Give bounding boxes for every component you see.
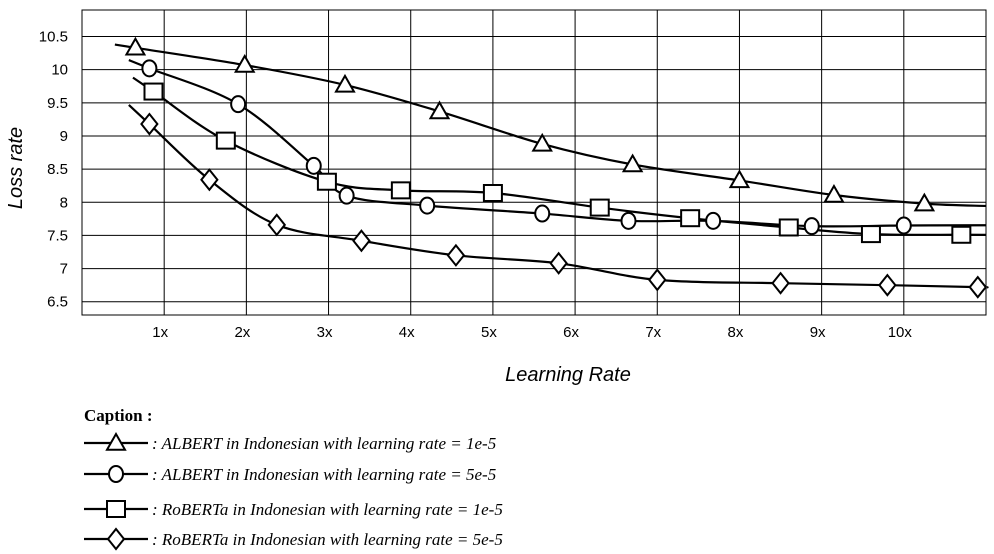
series-markers [124,36,988,299]
square-marker [143,82,164,101]
y-tick-label: 9 [60,128,68,145]
y-tick-label: 7.5 [47,227,68,244]
x-axis-label: Learning Rate [505,364,631,386]
diamond-marker [771,271,790,295]
legend: Caption : : ALBERT in Indonesian with le… [84,406,503,551]
square-marker [589,198,610,217]
square-marker [316,172,337,191]
diamond-marker [968,275,988,299]
x-tick-label: 10x [888,324,913,341]
square-marker [215,131,236,150]
diamond-marker [549,251,568,275]
circle-marker [305,156,322,175]
circle-marker [141,59,158,78]
legend-triangle-icon [105,431,127,451]
legend-diamond-icon [106,527,126,551]
diamond-marker [352,229,371,253]
circle-marker [803,217,820,236]
triangle-marker [531,132,553,152]
x-tick-label: 1x [152,324,168,341]
legend-label: : RoBERTa in Indonesian with learning ra… [152,500,503,519]
diamond-marker [647,268,667,292]
x-tick-label: 3x [317,324,333,341]
diamond-marker [446,243,466,267]
triangle-marker [728,169,751,189]
diamond-marker [878,273,897,297]
circle-marker [895,216,912,235]
circle-marker [230,95,247,114]
square-marker [390,181,411,200]
legend-circle-icon [108,465,124,483]
y-tick-label: 6.5 [47,294,68,311]
diamond-marker [200,168,219,192]
plot-frame [81,9,987,316]
grid [81,9,987,316]
triangle-marker [913,192,936,212]
triangle-marker [823,183,845,203]
square-marker [482,184,503,202]
x-tick-label: 2x [234,324,250,341]
legend-square-icon [106,500,126,518]
triangle-marker [233,54,256,73]
x-tick-label: 6x [563,324,579,341]
square-marker [680,209,701,228]
circle-marker [620,211,637,230]
triangle-marker [124,36,147,56]
series-lines [114,43,989,289]
circle-marker [419,196,436,215]
x-tick-label: 8x [728,324,744,341]
circle-marker [534,204,551,223]
series-line-square [132,76,987,236]
x-tick-label: 5x [481,324,497,341]
legend-item: : ALBERT in Indonesian with learning rat… [84,465,496,484]
x-tick-label: 4x [399,324,415,341]
y-tick-labels: 10.5 10 9.5 9 8.5 8 7.5 7 6.5 [39,29,68,311]
triangle-marker [428,100,451,120]
y-tick-label: 8 [60,194,68,211]
legend-item: : ALBERT in Indonesian with learning rat… [84,431,496,453]
triangle-marker [334,73,356,93]
y-tick-label: 10.5 [39,29,68,46]
legend-item: : RoBERTa in Indonesian with learning ra… [84,527,503,551]
legend-item: : RoBERTa in Indonesian with learning ra… [84,500,503,519]
triangle-marker [621,153,644,173]
y-axis-label: Loss rate [5,127,27,209]
y-tick-label: 7 [60,261,68,278]
legend-title: Caption : [84,406,152,425]
circle-marker [338,186,355,205]
square-marker [951,225,972,244]
diamond-marker [140,112,159,136]
circle-marker [705,211,722,230]
y-tick-label: 9.5 [47,95,68,112]
square-marker [860,225,881,244]
legend-label: : RoBERTa in Indonesian with learning ra… [152,530,503,549]
x-tick-label: 7x [645,324,661,341]
square-marker [778,218,799,237]
y-tick-label: 8.5 [47,161,68,178]
x-tick-label: 9x [810,324,826,341]
legend-label: : ALBERT in Indonesian with learning rat… [152,434,496,453]
x-tick-labels: 1x 2x 3x 4x 5x 6x 7x 8x 9x 10x [152,324,912,341]
y-tick-label: 10 [51,62,68,79]
legend-label: : ALBERT in Indonesian with learning rat… [152,465,496,484]
diamond-marker [267,213,287,237]
